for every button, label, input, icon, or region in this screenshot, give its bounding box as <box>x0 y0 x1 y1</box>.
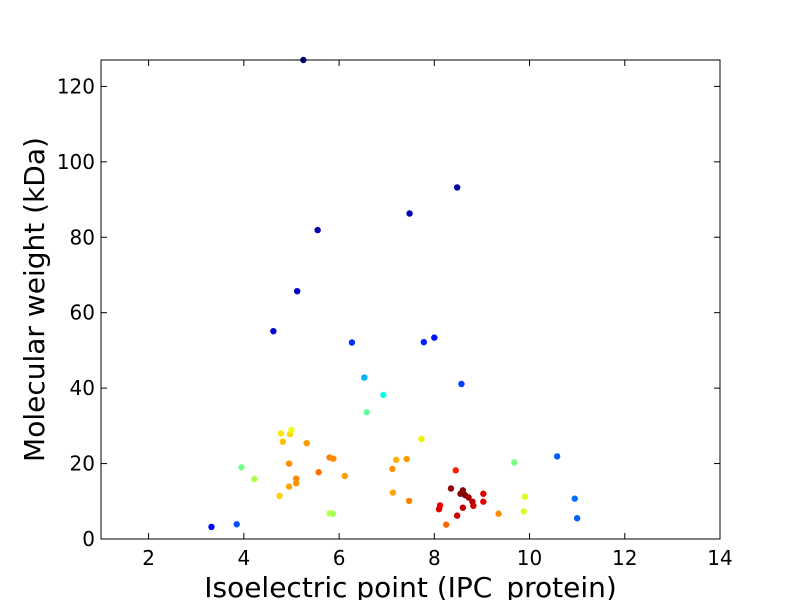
y-tick-label: 80 <box>70 225 95 249</box>
data-point <box>403 455 410 463</box>
data-point <box>285 483 293 490</box>
y-tick-label: 100 <box>57 150 95 174</box>
x-tick-label: 2 <box>142 546 155 570</box>
data-point <box>452 467 459 474</box>
data-point <box>405 497 413 505</box>
y-tick-label: 20 <box>70 452 95 476</box>
data-point <box>315 469 322 476</box>
data-point <box>380 391 387 399</box>
data-point <box>520 508 528 515</box>
data-point <box>480 498 487 505</box>
data-point <box>453 512 461 519</box>
data-point <box>573 515 581 522</box>
x-tick-label: 6 <box>333 546 346 570</box>
data-point <box>277 430 285 437</box>
data-point <box>288 426 295 434</box>
data-point <box>447 485 455 492</box>
data-point <box>480 490 487 497</box>
data-point <box>406 210 413 217</box>
data-point <box>341 472 348 480</box>
data-point <box>435 506 443 513</box>
axis-ticks: 2 4 6 8 10 12 14 0 20 40 60 80 100 120 <box>57 60 733 570</box>
data-point <box>293 288 301 295</box>
data-points <box>208 56 581 531</box>
y-tick-label: 60 <box>70 301 95 325</box>
x-tick-label: 4 <box>237 546 250 570</box>
data-point <box>511 459 518 466</box>
data-point <box>453 184 461 191</box>
y-tick-label: 120 <box>57 74 95 98</box>
data-point <box>238 464 245 471</box>
data-point <box>418 435 425 443</box>
data-point <box>348 339 356 346</box>
data-point <box>276 492 283 500</box>
data-point <box>431 334 438 341</box>
data-point <box>459 504 467 511</box>
data-point <box>389 465 396 473</box>
y-tick-label: 40 <box>70 376 95 400</box>
data-point <box>495 510 502 517</box>
data-point <box>329 510 337 517</box>
data-point <box>314 226 321 234</box>
data-point <box>303 440 310 447</box>
data-point <box>389 489 397 496</box>
plot-area <box>101 60 720 539</box>
plot-frame <box>100 59 721 540</box>
x-tick-label: 14 <box>707 546 732 570</box>
y-tick-label: 0 <box>82 527 95 551</box>
data-point <box>393 456 400 463</box>
data-point <box>285 460 293 467</box>
data-point <box>208 523 215 531</box>
data-point <box>270 327 277 335</box>
data-point <box>553 453 561 460</box>
data-point <box>293 479 300 487</box>
data-point <box>571 495 578 502</box>
data-point <box>420 338 428 346</box>
data-point <box>363 409 370 416</box>
data-point <box>251 475 258 483</box>
data-point <box>521 493 528 500</box>
y-axis-label: Molecular weight (kDa) <box>18 137 51 462</box>
data-point <box>279 438 287 445</box>
data-point <box>330 455 337 462</box>
data-point <box>361 374 368 381</box>
data-point <box>293 475 300 482</box>
x-tick-label: 12 <box>612 546 637 570</box>
data-point <box>458 380 465 388</box>
x-axis-label: Isoelectric point (IPC_protein) <box>204 571 617 600</box>
x-tick-label: 8 <box>428 546 441 570</box>
data-point <box>233 521 240 528</box>
data-point <box>470 502 477 510</box>
x-tick-label: 10 <box>517 546 542 570</box>
data-point <box>443 521 450 528</box>
data-point <box>465 494 472 501</box>
